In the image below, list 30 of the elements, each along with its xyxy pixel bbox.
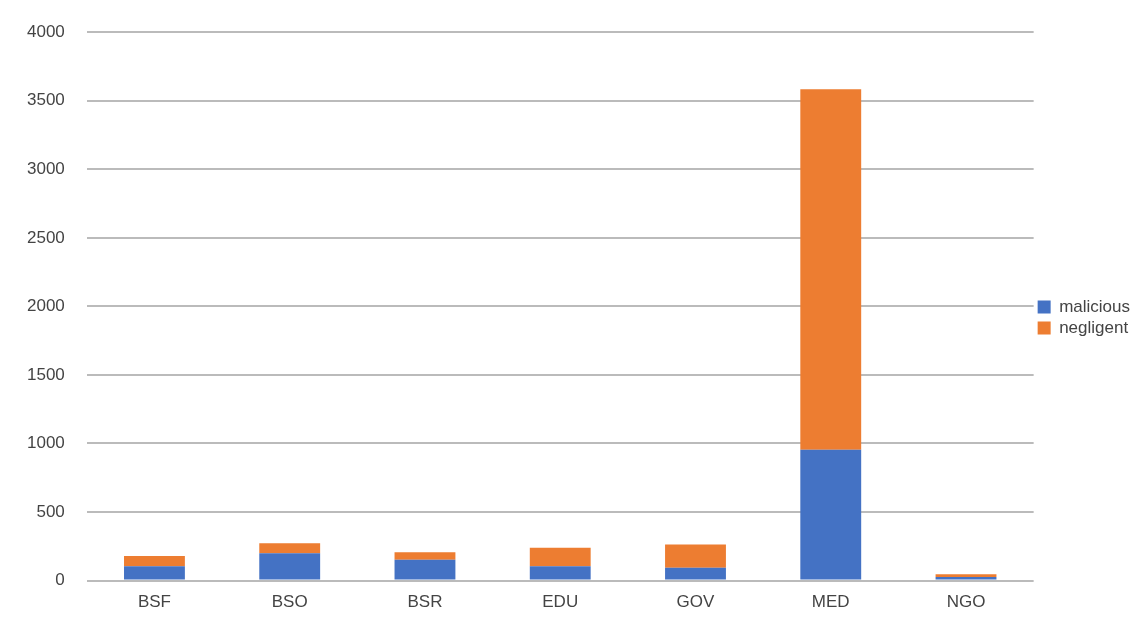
x-tick-label: GOV xyxy=(676,592,716,612)
y-tick-label: 1500 xyxy=(26,364,65,384)
x-tick-label: BSR xyxy=(407,592,443,612)
bar xyxy=(394,559,456,580)
x-tick-label: NGO xyxy=(946,592,986,612)
y-tick-label: 2000 xyxy=(26,296,65,316)
bar xyxy=(259,543,321,554)
x-tick-label: EDU xyxy=(542,592,579,612)
bar xyxy=(800,89,862,450)
y-tick-label: 1000 xyxy=(26,433,65,453)
x-tick-label: BSO xyxy=(271,592,308,612)
bar xyxy=(665,544,726,568)
bar xyxy=(394,552,456,560)
y-tick-label: 500 xyxy=(36,501,65,521)
bar xyxy=(124,555,185,567)
y-tick-label: 3500 xyxy=(26,90,65,110)
legend-label: negligent xyxy=(1059,317,1129,337)
legend-label: malicious xyxy=(1059,296,1130,316)
bar xyxy=(800,449,862,580)
bar xyxy=(529,566,591,580)
bar xyxy=(259,553,321,580)
y-tick-label: 4000 xyxy=(26,21,65,41)
x-tick-label: BSF xyxy=(137,592,171,612)
y-tick-label: 0 xyxy=(55,570,65,590)
bar xyxy=(665,567,726,580)
x-tick-label: MED xyxy=(811,592,850,612)
bar xyxy=(124,566,185,580)
y-tick-label: 2500 xyxy=(26,227,65,247)
y-tick-label: 3000 xyxy=(26,158,65,178)
bar xyxy=(529,547,591,567)
